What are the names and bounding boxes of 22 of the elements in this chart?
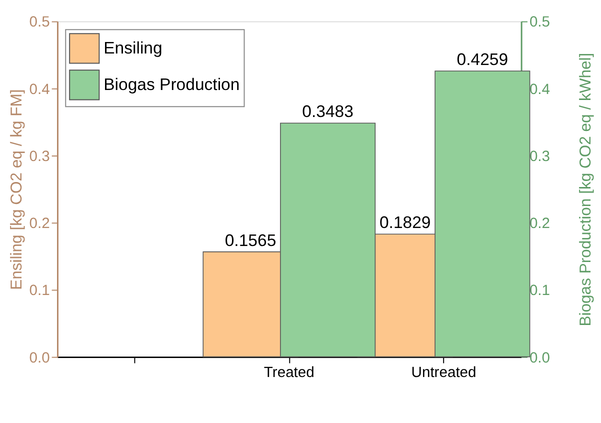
y2-tick-label: 0.0 [529, 350, 550, 366]
y-tick-label: 0.5 [29, 14, 50, 31]
legend-label: Ensiling [104, 38, 162, 58]
data-label: 0.3483 [302, 102, 354, 122]
y-tick-label: 0.4 [29, 82, 50, 98]
legend-label: Biogas Production [104, 74, 240, 94]
data-label: 0.1829 [379, 213, 431, 232]
y-tick-label: 0.1 [29, 283, 50, 300]
y2-tick-label: 0.4 [529, 82, 550, 98]
y-tick-label: 0.0 [29, 350, 50, 366]
y-tick-label: 0.2 [29, 216, 50, 232]
y2-tick-label: 0.3 [529, 148, 550, 165]
data-label: 0.1565 [224, 230, 276, 250]
y2-tick-label: 0.2 [529, 216, 550, 232]
y2-tick-label: 0.5 [529, 14, 550, 31]
x-tick-label: Untreated [411, 365, 476, 382]
y-tick-label: 0.3 [29, 148, 50, 165]
data-label: 0.4259 [456, 50, 508, 70]
y-axis-title: Ensiling [kg CO2 eq / kg FM] [8, 89, 26, 290]
y2-tick-label: 0.1 [529, 283, 550, 300]
y2-axis-title: Biogas Production [kg CO2 eq / kWhel] [577, 52, 594, 326]
x-tick-label: Treated [264, 365, 314, 382]
